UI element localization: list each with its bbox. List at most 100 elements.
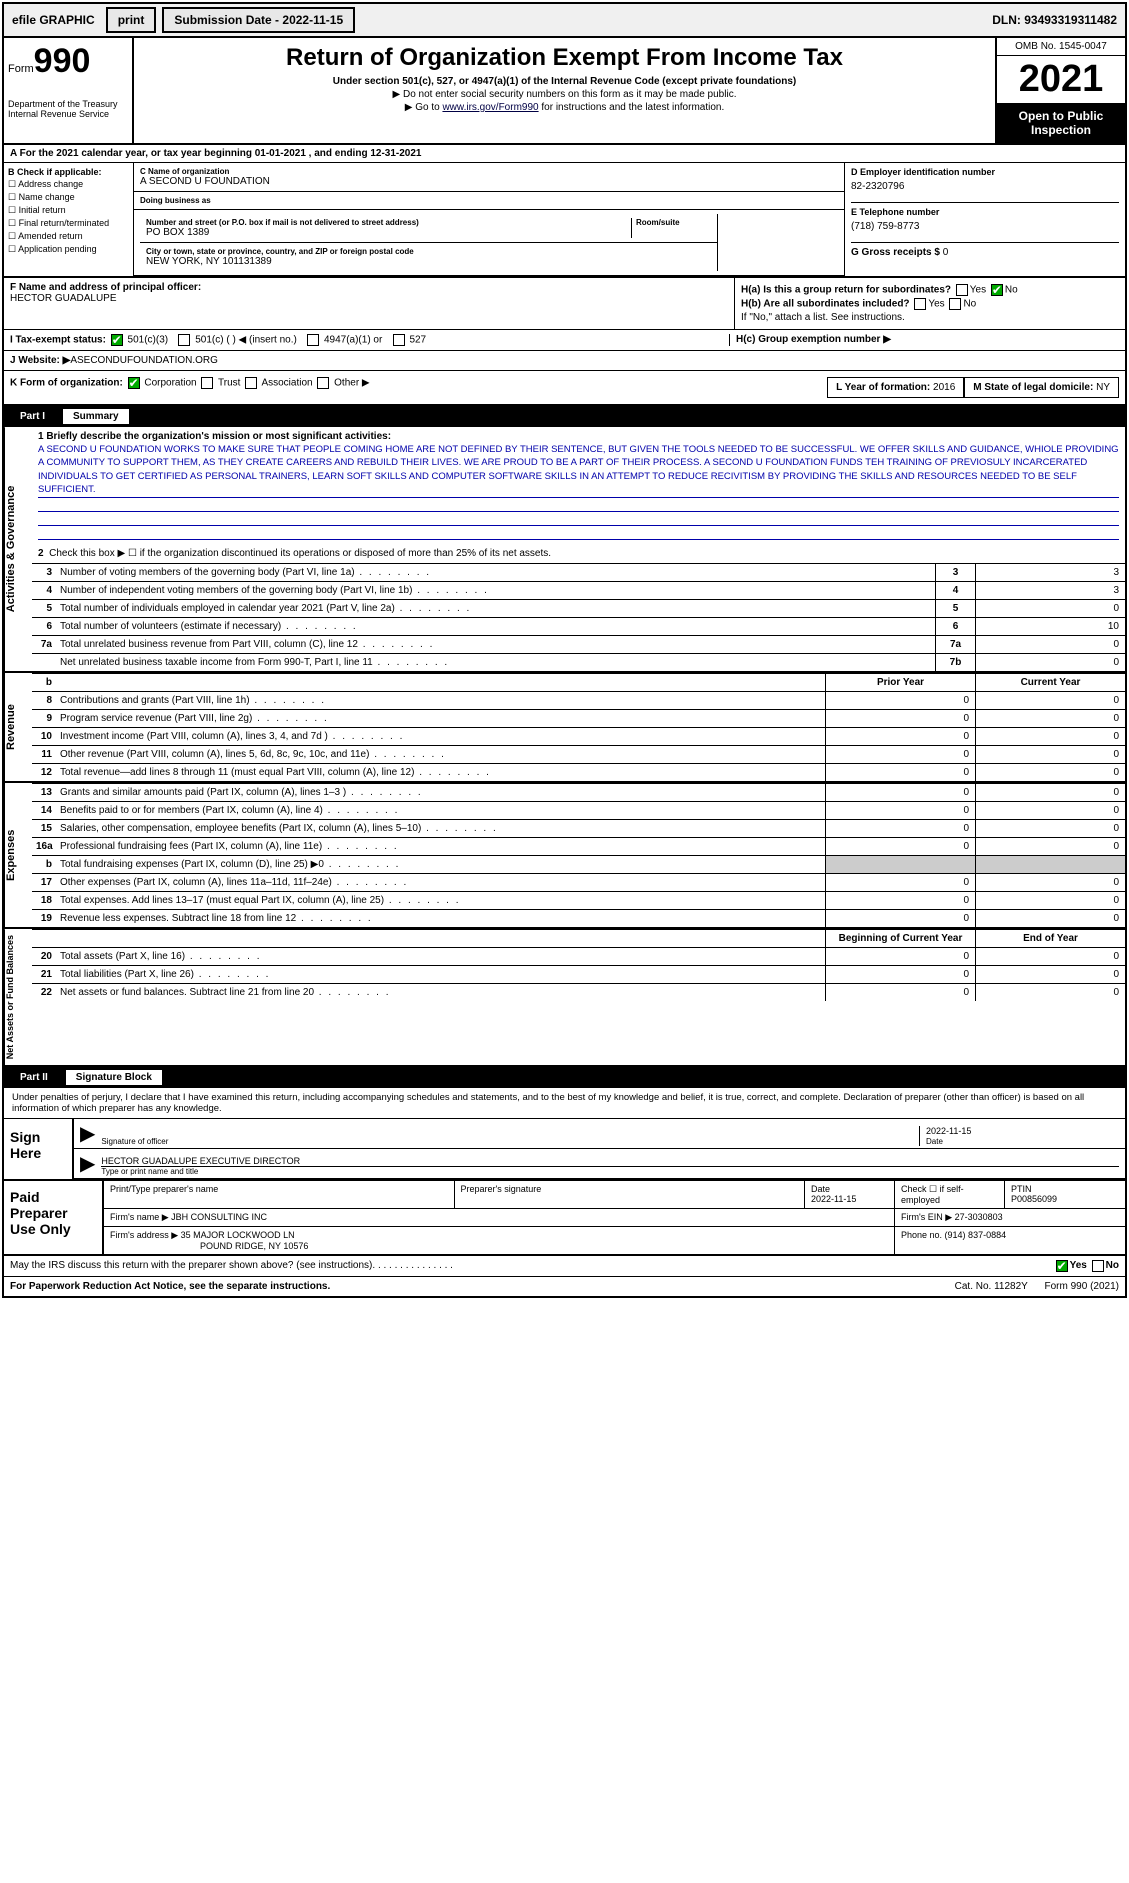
check-527[interactable] xyxy=(393,334,405,346)
firm-phone: (914) 837-0884 xyxy=(945,1230,1007,1240)
row-j-website: J Website: ▶ ASECONDUFOUNDATION.ORG xyxy=(4,351,1125,371)
data-row: 15Salaries, other compensation, employee… xyxy=(32,819,1125,837)
check-501c[interactable] xyxy=(178,334,190,346)
paid-preparer: Paid Preparer Use Only Print/Type prepar… xyxy=(4,1181,1125,1256)
row-i-tax-exempt: I Tax-exempt status: 501(c)(3) 501(c) ( … xyxy=(4,330,1125,351)
data-row: 14Benefits paid to or for members (Part … xyxy=(32,801,1125,819)
data-row: 17Other expenses (Part IX, column (A), l… xyxy=(32,873,1125,891)
form-title-cell: Return of Organization Exempt From Incom… xyxy=(134,38,995,143)
omb-number: OMB No. 1545-0047 xyxy=(997,38,1125,56)
street-address: PO BOX 1389 xyxy=(146,227,631,238)
check-final-return[interactable]: ☐ Final return/terminated xyxy=(8,218,129,229)
ha-yes[interactable] xyxy=(956,284,968,296)
check-address-change[interactable]: ☐ Address change xyxy=(8,179,129,190)
city-state-zip: NEW YORK, NY 101131389 xyxy=(146,256,711,267)
ptin: P00856099 xyxy=(1011,1194,1057,1204)
summary-governance: Activities & Governance 1 Briefly descri… xyxy=(4,427,1125,673)
firm-ein: 27-3030803 xyxy=(955,1212,1003,1222)
year-cell: OMB No. 1545-0047 2021 Open to Public In… xyxy=(995,38,1125,143)
gov-row: 6Total number of volunteers (estimate if… xyxy=(32,617,1125,635)
sign-arrow-icon: ▶ xyxy=(80,1151,95,1176)
section-f-h: F Name and address of principal officer:… xyxy=(4,278,1125,330)
hb-no[interactable] xyxy=(949,298,961,310)
sign-here-label: Sign Here xyxy=(4,1119,74,1179)
org-name: A SECOND U FOUNDATION xyxy=(140,176,838,187)
efile-label: efile GRAPHIC xyxy=(4,9,103,31)
year-formation: 2016 xyxy=(933,382,955,393)
col-d-e-g: D Employer identification number 82-2320… xyxy=(845,163,1125,276)
check-application-pending[interactable]: ☐ Application pending xyxy=(8,244,129,255)
balance-header-row: Beginning of Current Year End of Year xyxy=(32,929,1125,947)
tax-year: 2021 xyxy=(997,56,1125,103)
gross-receipts: 0 xyxy=(943,247,949,258)
vtab-balances: Net Assets or Fund Balances xyxy=(4,929,32,1065)
check-4947[interactable] xyxy=(307,334,319,346)
row-k-form-org: K Form of organization: Corporation Trus… xyxy=(4,371,1125,406)
check-association[interactable] xyxy=(245,377,257,389)
open-public-badge: Open to Public Inspection xyxy=(997,103,1125,143)
vtab-expenses: Expenses xyxy=(4,783,32,927)
data-row: 18Total expenses. Add lines 13–17 (must … xyxy=(32,891,1125,909)
vtab-governance: Activities & Governance xyxy=(4,427,32,671)
form-number-cell: Form990 Department of the Treasury Inter… xyxy=(4,38,134,143)
gov-row: 4Number of independent voting members of… xyxy=(32,581,1125,599)
discuss-no[interactable] xyxy=(1092,1260,1104,1272)
prep-date: 2022-11-15 xyxy=(811,1194,856,1204)
firm-address: 35 MAJOR LOCKWOOD LN xyxy=(181,1230,295,1240)
data-row: bTotal fundraising expenses (Part IX, co… xyxy=(32,855,1125,873)
part1-header: Part I Summary xyxy=(4,406,1125,427)
print-button[interactable]: print xyxy=(106,7,157,33)
data-row: 10Investment income (Part VIII, column (… xyxy=(32,727,1125,745)
telephone: (718) 759-8773 xyxy=(851,221,1119,232)
check-amended-return[interactable]: ☐ Amended return xyxy=(8,231,129,242)
form-title: Return of Organization Exempt From Incom… xyxy=(140,44,989,72)
summary-revenue: Revenue b Prior Year Current Year 8Contr… xyxy=(4,673,1125,783)
summary-expenses: Expenses 13Grants and similar amounts pa… xyxy=(4,783,1125,929)
officer-name-title: HECTOR GUADALUPE EXECUTIVE DIRECTOR xyxy=(101,1156,1119,1167)
check-trust[interactable] xyxy=(201,377,213,389)
hb-yes[interactable] xyxy=(914,298,926,310)
form-header: Form990 Department of the Treasury Inter… xyxy=(4,38,1125,145)
data-row: 16aProfessional fundraising fees (Part I… xyxy=(32,837,1125,855)
gov-row: 7aTotal unrelated business revenue from … xyxy=(32,635,1125,653)
gov-row: Net unrelated business taxable income fr… xyxy=(32,653,1125,671)
gov-row: 3Number of voting members of the governi… xyxy=(32,563,1125,581)
website: ASECONDUFOUNDATION.ORG xyxy=(70,355,218,366)
col-b: B Check if applicable: ☐ Address change … xyxy=(4,163,134,276)
vtab-revenue: Revenue xyxy=(4,673,32,781)
ha-no[interactable] xyxy=(991,284,1003,296)
line-a: A For the 2021 calendar year, or tax yea… xyxy=(4,145,1125,163)
revenue-header-row: b Prior Year Current Year xyxy=(32,673,1125,691)
data-row: 12Total revenue—add lines 8 through 11 (… xyxy=(32,763,1125,781)
top-toolbar: efile GRAPHIC print Submission Date - 20… xyxy=(4,4,1125,38)
instructions-link[interactable]: www.irs.gov/Form990 xyxy=(442,102,538,113)
check-name-change[interactable]: ☐ Name change xyxy=(8,192,129,203)
check-corporation[interactable] xyxy=(128,377,140,389)
data-row: 22Net assets or fund balances. Subtract … xyxy=(32,983,1125,1001)
data-row: 21Total liabilities (Part X, line 26)00 xyxy=(32,965,1125,983)
data-row: 20Total assets (Part X, line 16)00 xyxy=(32,947,1125,965)
footer-notice: For Paperwork Reduction Act Notice, see … xyxy=(4,1277,1125,1296)
ein: 82-2320796 xyxy=(851,181,1119,192)
section-b-to-g: B Check if applicable: ☐ Address change … xyxy=(4,163,1125,278)
gov-row: 5Total number of individuals employed in… xyxy=(32,599,1125,617)
dln-label: DLN: 93493319311482 xyxy=(984,9,1125,31)
check-other[interactable] xyxy=(317,377,329,389)
check-501c3[interactable] xyxy=(111,334,123,346)
summary-balances: Net Assets or Fund Balances Beginning of… xyxy=(4,929,1125,1067)
submission-date-button[interactable]: Submission Date - 2022-11-15 xyxy=(162,7,355,33)
mission-text: A SECOND U FOUNDATION WORKS TO MAKE SURE… xyxy=(38,442,1119,498)
footer-discuss: May the IRS discuss this return with the… xyxy=(4,1256,1125,1277)
sign-date: 2022-11-15 xyxy=(926,1126,971,1136)
check-initial-return[interactable]: ☐ Initial return xyxy=(8,205,129,216)
data-row: 9Program service revenue (Part VIII, lin… xyxy=(32,709,1125,727)
state-domicile: NY xyxy=(1096,382,1110,393)
col-c: C Name of organization A SECOND U FOUNDA… xyxy=(134,163,845,276)
data-row: 8Contributions and grants (Part VIII, li… xyxy=(32,691,1125,709)
principal-officer: HECTOR GUADALUPE xyxy=(10,293,117,304)
discuss-yes[interactable] xyxy=(1056,1260,1068,1272)
part2-header: Part II Signature Block xyxy=(4,1067,1125,1088)
signature-block: Under penalties of perjury, I declare th… xyxy=(4,1088,1125,1181)
sign-arrow-icon: ▶ xyxy=(80,1121,95,1146)
firm-name: JBH CONSULTING INC xyxy=(171,1212,267,1222)
